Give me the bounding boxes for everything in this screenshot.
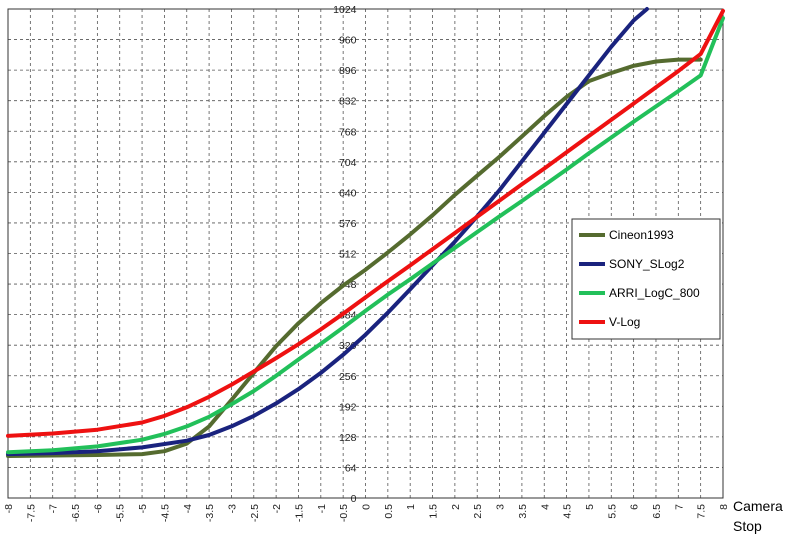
x-tick-label: -8 — [3, 504, 15, 513]
x-tick-label: 3.5 — [517, 504, 529, 519]
y-tick-labels: 0641281922563203844485125766407047688328… — [333, 4, 357, 505]
x-tick-label: -6 — [92, 504, 104, 513]
series-line-arri-logc-800 — [6, 16, 725, 455]
y-tick-label: 192 — [339, 401, 357, 413]
y-tick-label: 256 — [339, 371, 357, 383]
x-tick-label: 6.5 — [651, 504, 663, 519]
x-tick-label: 6 — [629, 504, 641, 510]
x-tick-label: -0.5 — [338, 504, 350, 522]
x-tick-label: -1.5 — [293, 504, 305, 522]
plot-frame — [7, 8, 724, 499]
x-tick-label: -1 — [316, 504, 328, 513]
x-tick-label: -3 — [226, 504, 238, 513]
y-tick-label: 64 — [345, 462, 357, 474]
x-tick-label: -5 — [137, 504, 149, 513]
y-tick-label: 768 — [339, 126, 357, 138]
x-tick-label: 8 — [718, 504, 730, 510]
x-tick-label: 4 — [539, 504, 551, 510]
y-tick-label: 832 — [339, 96, 357, 108]
series-line-cineon1993 — [6, 57, 703, 458]
x-tick-label: 0.5 — [383, 504, 395, 519]
legend-box — [571, 218, 721, 340]
y-tick-label: 448 — [339, 279, 357, 291]
x-tick-label: 1.5 — [428, 504, 440, 519]
y-tick-label: 0 — [351, 493, 357, 505]
x-tick-label: 5 — [584, 504, 596, 510]
x-tick-label: 2 — [450, 504, 462, 510]
x-tick-label: -7 — [48, 504, 60, 513]
y-tick-label: 576 — [339, 218, 357, 230]
x-tick-label: -4 — [182, 504, 194, 513]
y-tick-label: 960 — [339, 35, 357, 47]
y-tick-label: 512 — [339, 249, 357, 261]
x-tick-label: -4.5 — [159, 504, 171, 522]
x-tick-label: 7 — [673, 504, 685, 510]
x-tick-label: 2.5 — [472, 504, 484, 519]
x-tick-label: 1 — [405, 504, 417, 510]
x-tick-label: -6.5 — [70, 504, 82, 522]
legend-label: ARRI_LogC_800 — [609, 286, 700, 300]
y-tick-label: 704 — [339, 157, 357, 169]
x-tick-label: 4.5 — [562, 504, 574, 519]
y-tick-label: 896 — [339, 65, 357, 77]
x-axis-label-line-2: Stop — [733, 518, 762, 534]
x-axis-label-line-1: Camera — [733, 498, 783, 514]
series-line-sony-slog2 — [6, 7, 649, 457]
y-tick-label: 128 — [339, 432, 357, 444]
x-tick-label: -5.5 — [115, 504, 127, 522]
series-lines — [6, 7, 725, 458]
x-tick-label: -2.5 — [249, 504, 261, 522]
x-tick-label: 0 — [361, 504, 373, 510]
legend-label: SONY_SLog2 — [609, 257, 685, 271]
x-tick-labels: -8 -7.5 -7 -6.5 -6 -5.5 -5 -4.5 -4 -3.5 -3 -2.5 -2 -1… — [3, 504, 730, 522]
x-tick-label: 7.5 — [696, 504, 708, 519]
x-tick-label: -2 — [271, 504, 283, 513]
y-tick-label: 640 — [339, 187, 357, 199]
y-tick-label: 1024 — [333, 4, 357, 16]
legend-label: V-Log — [609, 315, 640, 329]
legend-label: Cineon1993 — [609, 228, 674, 242]
x-tick-label: -7.5 — [25, 504, 37, 522]
series-line-v-log — [6, 8, 725, 438]
legend: Cineon1993 SONY_SLog2 ARRI_LogC_800 V-Log — [571, 218, 721, 340]
x-tick-label: 5.5 — [606, 504, 618, 519]
x-tick-label: 3 — [495, 504, 507, 510]
x-tick-label: -3.5 — [204, 504, 216, 522]
